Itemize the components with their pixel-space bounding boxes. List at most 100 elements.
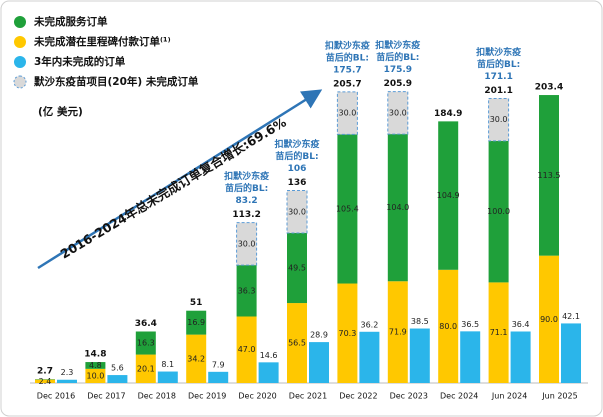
value-label: 38.5: [411, 317, 429, 326]
bar-segment: [287, 233, 307, 304]
value-label: 70.3: [338, 329, 356, 338]
bar-segment: [337, 283, 358, 383]
annotation-text: 扣默沙东疫: [224, 170, 269, 182]
value-label: 2.3: [61, 368, 74, 377]
value-label: 30.0: [288, 207, 306, 216]
bar: [57, 379, 77, 383]
legend-label: 未完成潜在里程碑付款订单⁽¹⁾: [33, 35, 171, 48]
value-label: 80.0: [439, 322, 457, 331]
legend-swatch: [14, 36, 26, 48]
bar: [107, 375, 128, 383]
value-label: 30.0: [338, 109, 356, 118]
total-label: 36.4: [135, 319, 157, 329]
bar: [309, 342, 329, 383]
annotation-text: 苗后的BL:: [477, 58, 520, 70]
x-tick-label: Jun 2025: [541, 392, 577, 401]
x-tick-label: Dec 2018: [138, 392, 176, 401]
total-label: 51: [190, 298, 203, 308]
annotation-text: 苗后的BL:: [376, 51, 419, 63]
total-label: 136: [288, 178, 307, 188]
value-label: 5.6: [111, 364, 124, 373]
x-tick-label: Jun 2024: [491, 392, 527, 401]
total-label: 203.4: [535, 83, 563, 93]
bar-segment: [387, 134, 408, 282]
annotation-text: 苗后的BL:: [275, 150, 318, 162]
value-label: 42.1: [562, 312, 580, 321]
value-label: 7.9: [212, 360, 225, 369]
bar-segment: [337, 134, 358, 284]
value-label: 104.9: [437, 191, 460, 200]
bar-segment: [539, 95, 559, 256]
x-tick-label: Dec 2019: [188, 392, 226, 401]
bar-segment: [236, 316, 257, 383]
annotation-value: 106: [288, 164, 307, 174]
annotation-text: 苗后的BL:: [225, 182, 268, 194]
legend-label: 未完成服务订单: [33, 15, 108, 28]
bar: [460, 331, 481, 383]
total-label: 205.7: [333, 79, 361, 89]
bar-segment: [236, 222, 258, 266]
annotation-value: 83.2: [235, 196, 257, 206]
value-label: 90.0: [540, 315, 558, 324]
value-label: 36.5: [461, 320, 479, 329]
total-label: 113.2: [232, 210, 260, 220]
x-tick-label: Dec 2020: [238, 392, 276, 401]
value-label: 28.9: [310, 331, 328, 340]
annotation-text: 扣默沙东疫: [325, 39, 370, 51]
annotation-value: 171.1: [484, 72, 512, 82]
bar: [157, 371, 178, 383]
x-tick-label: Dec 2016: [37, 392, 75, 401]
value-label: 16.9: [187, 318, 205, 327]
value-label: 56.5: [288, 339, 306, 348]
value-label: 30.0: [238, 239, 256, 248]
unit-label: (亿 美元): [38, 105, 83, 118]
value-label: 71.1: [490, 328, 508, 337]
bar-segment: [488, 282, 509, 383]
annotation-value: 175.9: [384, 65, 412, 75]
bar-segment: [35, 379, 55, 383]
annotation-text: 扣默沙东疫: [274, 138, 319, 150]
bar-segment: [387, 91, 409, 135]
bar-segment: [336, 91, 358, 135]
bar-segment: [438, 269, 459, 383]
x-tick-label: Dec 2021: [289, 392, 327, 401]
value-label: 2.4: [39, 377, 52, 386]
x-tick-label: Dec 2024: [440, 392, 478, 401]
value-label: 105.4: [336, 204, 359, 213]
x-tick-label: Dec 2022: [339, 392, 377, 401]
x-tick-label: Dec 2017: [87, 392, 125, 401]
value-label: 8.1: [161, 360, 174, 369]
value-label: 71.9: [389, 328, 407, 337]
value-label: 20.1: [137, 364, 155, 373]
bar-segment: [236, 265, 257, 317]
legend-label: 默沙东疫苗项目(20年) 未完成订单: [34, 75, 199, 88]
annotation-text: 苗后的BL:: [326, 51, 369, 63]
value-label: 14.6: [260, 351, 278, 360]
legend-swatch: [14, 16, 26, 28]
bar: [258, 362, 279, 383]
bar-segment: [438, 121, 459, 270]
value-label: 16.3: [137, 339, 155, 348]
value-label: 36.2: [360, 320, 378, 329]
value-label: 49.5: [288, 264, 306, 273]
value-label: 30.0: [490, 115, 508, 124]
total-label: 184.9: [434, 109, 462, 119]
total-label: 201.1: [484, 86, 512, 96]
value-label: 34.2: [187, 354, 205, 363]
annotation-text: 扣默沙东疫: [476, 46, 521, 58]
value-label: 113.5: [538, 171, 561, 180]
bar-segment: [186, 334, 207, 383]
value-label: 4.8: [89, 361, 102, 370]
bar: [510, 331, 531, 383]
bar: [409, 328, 430, 383]
total-label: 14.8: [84, 350, 106, 360]
bar-segment: [286, 190, 308, 234]
total-label: 2.7: [37, 367, 53, 377]
bar-segment: [135, 354, 156, 383]
value-label: 10.0: [86, 371, 104, 380]
annotation-value: 175.7: [333, 65, 361, 75]
bar-segment: [488, 140, 509, 283]
legend-swatch: [13, 75, 27, 89]
